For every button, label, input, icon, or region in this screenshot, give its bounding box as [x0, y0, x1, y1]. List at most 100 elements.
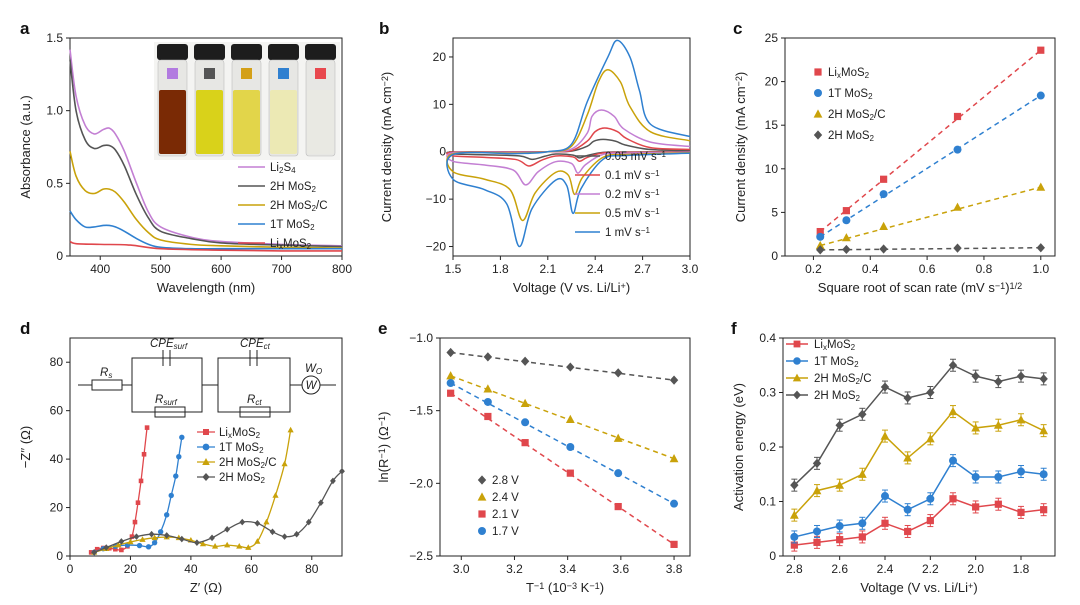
text-span: 2	[865, 71, 870, 80]
data-point-2H MoS2/C	[127, 538, 134, 545]
x-tick-label: 600	[211, 262, 231, 276]
data-point-LixMoS2	[1037, 46, 1045, 54]
text-span: x	[228, 431, 232, 440]
text-span: Current density (mA cm	[379, 86, 394, 222]
x-tick-label: 1.8	[1013, 562, 1030, 576]
data-point-2.1 V	[484, 412, 492, 421]
y-tick-label: 60	[50, 404, 64, 418]
text-span: 2	[868, 92, 873, 101]
data-point-2.8 V	[446, 347, 455, 358]
text-span: 2	[261, 476, 266, 485]
x-tick-label: 3.6	[613, 562, 630, 576]
data-point-2H MoS2	[281, 533, 288, 540]
text-span: ln(R	[376, 459, 391, 483]
legend-label-LixMoS2: LixMoS2	[219, 427, 261, 440]
text-span: −2	[380, 76, 390, 86]
text-span: 2H MoS	[814, 390, 856, 402]
y-tick-label: 0.1	[759, 495, 776, 509]
text-span: −1	[650, 207, 660, 216]
text-span: 2H MoS	[270, 181, 312, 193]
text-span: Wavelength (nm)	[157, 280, 256, 295]
y-tick-label: 10	[433, 97, 447, 111]
data-point-2H MoS2	[224, 526, 231, 533]
warburg-symbol: W	[306, 380, 318, 392]
text-span: surf	[174, 342, 188, 351]
legend-marker	[793, 390, 801, 400]
text-span: 2	[856, 377, 861, 386]
text-span: (10	[544, 580, 566, 595]
x-tick-label: 1.0	[1032, 262, 1049, 276]
data-point-2H MoS2	[269, 528, 276, 536]
axes-frame	[784, 37, 1056, 257]
text-span: −2	[734, 76, 744, 86]
x-tick-label: 3.0	[682, 262, 699, 276]
legend-label-2.4 V: 2.4 V	[492, 492, 519, 504]
wire	[217, 357, 291, 385]
data-point-2H MoS2	[317, 499, 324, 507]
series-line-2H MoS2/C	[69, 151, 343, 249]
y-axis-label: Current density (mA cm−2)	[733, 72, 748, 223]
data-point-1T MoS2	[179, 434, 185, 441]
text-span: Voltage (V vs. Li/Li	[860, 580, 968, 595]
data-point-1T MoS2	[926, 494, 935, 503]
data-point-2H MoS2/C	[789, 510, 799, 519]
text-span: MoS	[841, 67, 865, 79]
data-point-2.8 V	[483, 352, 493, 362]
data-point-1T MoS2	[971, 472, 980, 481]
x-axis-label: Wavelength (nm)	[157, 280, 256, 295]
data-point-2.4 V	[613, 433, 623, 442]
text-span: −1	[657, 150, 667, 159]
text-span: 1T MoS	[814, 356, 854, 368]
legend-label-0.05 mV s-1: 0.05 mV s−1	[605, 150, 666, 163]
text-span: 2	[870, 134, 875, 143]
data-point-2H MoS2	[91, 549, 98, 556]
data-point-LixMoS2	[790, 541, 798, 549]
text-span: R	[100, 367, 108, 379]
text-span: surf	[163, 398, 177, 407]
y-tick-label: 0.2	[759, 440, 776, 454]
x-tick-label: 2.7	[634, 262, 651, 276]
text-span: 4	[291, 166, 296, 175]
cv-curve-1 mV s-1	[446, 39, 691, 248]
text-span: R	[247, 394, 255, 406]
panel-letter: b	[379, 19, 389, 38]
x-tick-label: 500	[151, 262, 171, 276]
legend-marker	[202, 473, 210, 481]
y-axis-label: −Z′′ (Ω)	[18, 426, 33, 468]
data-point-1T MoS2	[1036, 91, 1045, 100]
text-span: 2H MoS	[219, 472, 261, 484]
data-point-1T MoS2	[842, 216, 851, 225]
data-point-2H MoS2/C	[272, 492, 279, 498]
text-span: MoS	[232, 427, 256, 439]
y-tick-label: 10	[765, 162, 779, 176]
y-tick-label: 0.5	[46, 176, 63, 190]
text-span: /C	[265, 457, 277, 469]
legend-label-1 mV s-1: 1 mV s−1	[605, 226, 650, 239]
text-span: W	[305, 363, 317, 375]
data-point-LixMoS2	[880, 175, 888, 183]
data-point-1T MoS2	[136, 542, 143, 549]
fit-line-2H MoS2	[820, 246, 1041, 251]
text-span: +	[968, 581, 973, 591]
y-tick-label: 20	[50, 501, 64, 515]
text-span: Li	[270, 162, 279, 174]
legend: 0.05 mV s−10.1 mV s−10.2 mV s−10.5 mV s−…	[575, 150, 666, 239]
y-axis-label: Absorbance (a.u.)	[18, 95, 33, 198]
x-tick-label: 0.8	[976, 262, 993, 276]
data-point-1.7 V	[521, 418, 530, 427]
series-line-Li2S4	[69, 49, 343, 247]
x-tick-label: 0.4	[862, 262, 879, 276]
x-tick-label: 3.0	[453, 562, 470, 576]
y-tick-label: 20	[433, 50, 447, 64]
y-tick-label: −10	[426, 192, 447, 206]
wire	[131, 385, 203, 413]
series-line-2H MoS2/C	[793, 410, 1044, 516]
legend-label-2.8 V: 2.8 V	[492, 475, 519, 487]
data-point-2.1 V	[447, 389, 455, 397]
text-span: x	[279, 242, 283, 251]
data-point-2H MoS2/C	[857, 469, 867, 478]
data-point-2H MoS2	[816, 245, 825, 255]
data-point-1T MoS2	[790, 532, 799, 541]
data-point-2H MoS2	[305, 518, 312, 526]
